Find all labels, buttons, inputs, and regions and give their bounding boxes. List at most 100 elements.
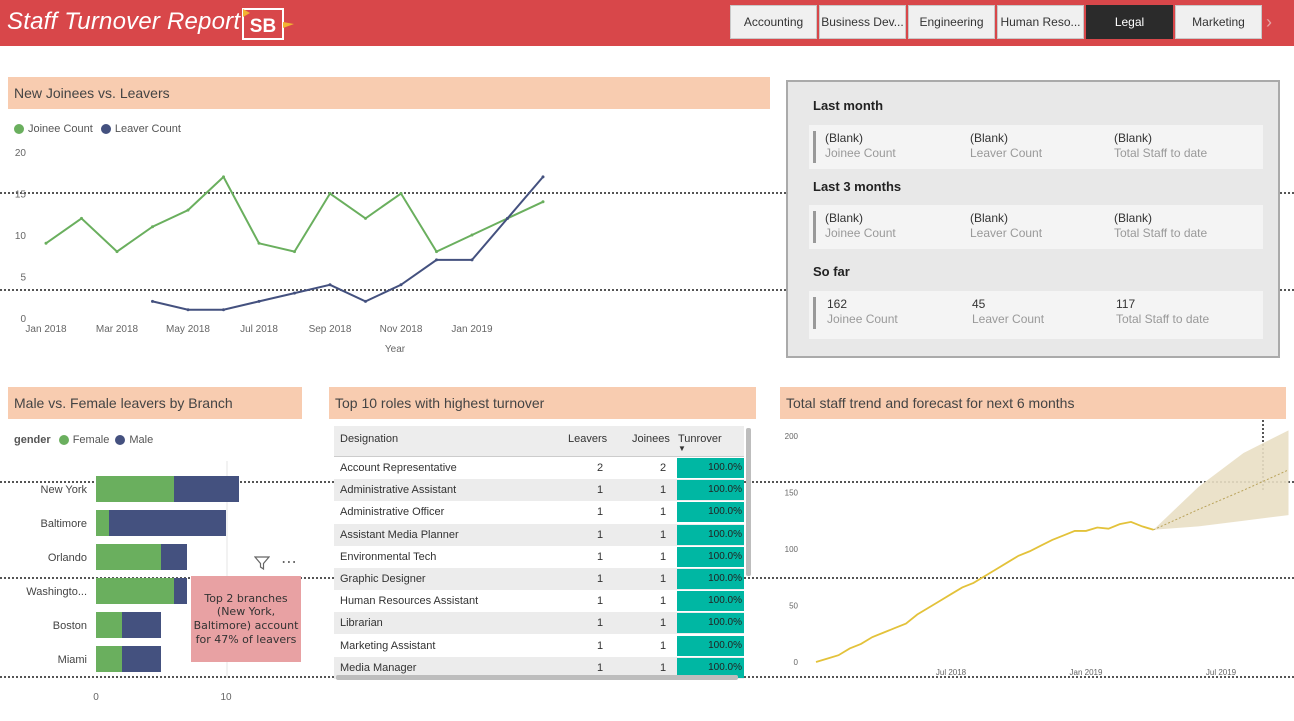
forecast-line [1153,469,1289,531]
kpi-leaver-cell: (Blank) Leaver Count [970,131,1042,160]
cell-joinees: 1 [660,528,667,541]
leaver-point [399,283,403,287]
table-vertical-scrollbar[interactable] [746,428,751,576]
cell-designation: Graphic Designer [340,573,426,585]
joinee-point [328,192,332,195]
table-row[interactable]: Assistant Media Planner 1 1 100.0% [334,523,744,546]
cell-joinees: 1 [660,595,667,608]
tab-legal[interactable]: Legal [1086,5,1173,39]
tab-marketing[interactable]: Marketing [1175,5,1262,39]
table-row[interactable]: Media Manager 1 1 100.0% [334,656,744,679]
cell-designation: Administrative Officer [340,506,445,519]
x-tick-label: Jul 2018 [936,668,967,677]
legend-title: gender [14,434,51,446]
joinee-legend-dot-icon [14,124,24,134]
x-tick-label: May 2018 [166,324,210,335]
joinee-point [115,250,119,254]
cell-joinees: 1 [660,661,667,674]
tab-engineering[interactable]: Engineering [908,5,995,39]
male-bar [122,646,161,672]
joinees-leavers-line-chart[interactable]: 0 5 10 15 20 Jan 2018 Mar 2018 May 2018 Jul 2018… [0,140,780,360]
column-header-joinees[interactable]: Joinees [632,433,670,445]
staff-forecast-line-chart[interactable]: 0 50 100 150 200 Jul 2018 Jan 2019 Jul 2019 [780,426,1290,686]
cell-designation: Assistant Media Planner [340,528,459,541]
kpi-label: Leaver Count [972,312,1045,326]
cell-designation: Administrative Assistant [340,484,457,497]
female-bar [96,578,174,604]
table-row[interactable]: Librarian 1 1 100.0% [334,612,744,635]
report-title: Staff Turnover Report [7,8,241,35]
joinee-point [541,200,545,204]
joinees-leavers-legend: Joinee Count Leaver Count [14,123,181,135]
x-tick-label: Jan 2019 [451,324,493,335]
joinee-point [293,250,296,254]
tabs-next-arrow-icon[interactable]: › [1266,12,1272,32]
leaver-point [257,299,261,303]
cell-designation: Media Manager [340,661,417,674]
gender-legend: gender Female Male [14,434,153,446]
kpi-joinee-cell: (Blank) Joinee Count [825,131,896,160]
leaver-point [222,308,225,312]
cell-leavers: 1 [597,528,604,541]
table-row[interactable]: Environmental Tech 1 1 100.0% [334,546,744,568]
table-row[interactable]: Graphic Designer 1 1 100.0% [334,568,744,590]
female-bar [96,646,122,672]
x-tick-label: Jul 2018 [240,324,278,335]
column-header-leavers[interactable]: Leavers [568,433,608,445]
table-row[interactable]: Human Resources Assistant 1 1 100.0% [334,590,744,612]
tab-accounting[interactable]: Accounting [730,5,817,39]
kpi-heading-last-month: Last month [813,98,884,113]
branch-label: Orlando [48,552,87,564]
table-row[interactable]: Account Representative 2 2 100.0% [334,457,744,479]
leaver-point [293,291,296,295]
kpi-row-last-3-months: (Blank) Joinee Count (Blank) Leaver Count … [809,205,1263,249]
kpi-label: Joinee Count [827,312,898,326]
table-row[interactable]: Administrative Assistant 1 1 100.0% [334,479,744,502]
legend-leaver-label[interactable]: Leaver Count [114,123,181,135]
cell-turnover: 100.0% [677,635,744,656]
total-staff-line [815,520,1154,663]
table-row[interactable]: Administrative Officer 1 1 100.0% [334,501,744,523]
joinee-point [470,233,474,237]
kpi-joinee-cell: (Blank) Joinee Count [825,211,896,240]
kpi-label: Joinee Count [825,146,896,160]
cell-joinees: 1 [660,639,667,652]
legend-female-label[interactable]: Female [72,434,110,446]
more-options-icon[interactable]: ⋯ [281,554,297,571]
kpi-label: Total Staff to date [1114,146,1208,160]
branch-leavers-bar-chart[interactable]: New York Baltimore Orlando Washingto... Bost… [0,456,310,706]
cell-turnover: 100.0% [677,546,744,567]
joinee-point [80,216,83,220]
top-roles-title: Top 10 roles with highest turnover [329,387,756,419]
kpi-value: (Blank) [825,131,864,145]
table-header: Designation Leavers Joinees Tunrover ▼ [334,426,744,457]
tab-human-resources[interactable]: Human Reso... [997,5,1084,39]
kpi-value: (Blank) [1114,131,1153,145]
y-tick-label: 100 [785,545,799,554]
x-tick-label: Jan 2019 [1070,668,1103,677]
kpi-total-cell: 117 Total Staff to date [1116,297,1209,326]
cell-designation: Human Resources Assistant [340,595,479,608]
legend-joinee-label[interactable]: Joinee Count [28,123,93,135]
y-tick-label: 15 [15,190,27,201]
leaver-point [470,258,474,262]
column-header-turnover[interactable]: Tunrover [678,433,722,445]
female-bar [96,510,109,536]
male-bar [161,544,187,570]
column-header-designation[interactable]: Designation [340,433,399,445]
x-tick-label: Nov 2018 [380,324,423,335]
table-row[interactable]: Marketing Assistant 1 1 100.0% [334,635,744,657]
table-horizontal-scrollbar[interactable] [336,675,738,680]
joinee-point [399,192,403,195]
leaver-point [541,175,545,179]
cell-designation: Environmental Tech [340,550,437,563]
legend-male-label[interactable]: Male [129,434,154,446]
branch-label: Washingto... [26,586,87,598]
x-axis-title: Year [385,344,406,355]
kpi-row-last-month: (Blank) Joinee Count (Blank) Leaver Count … [809,125,1263,169]
tab-business-dev[interactable]: Business Dev... [819,5,906,39]
top-roles-table: Designation Leavers Joinees Tunrover ▼ A… [334,426,752,680]
filter-icon[interactable] [254,555,270,571]
x-tick-label: 0 [93,692,99,703]
x-tick-label: Jul 2019 [1206,668,1237,677]
